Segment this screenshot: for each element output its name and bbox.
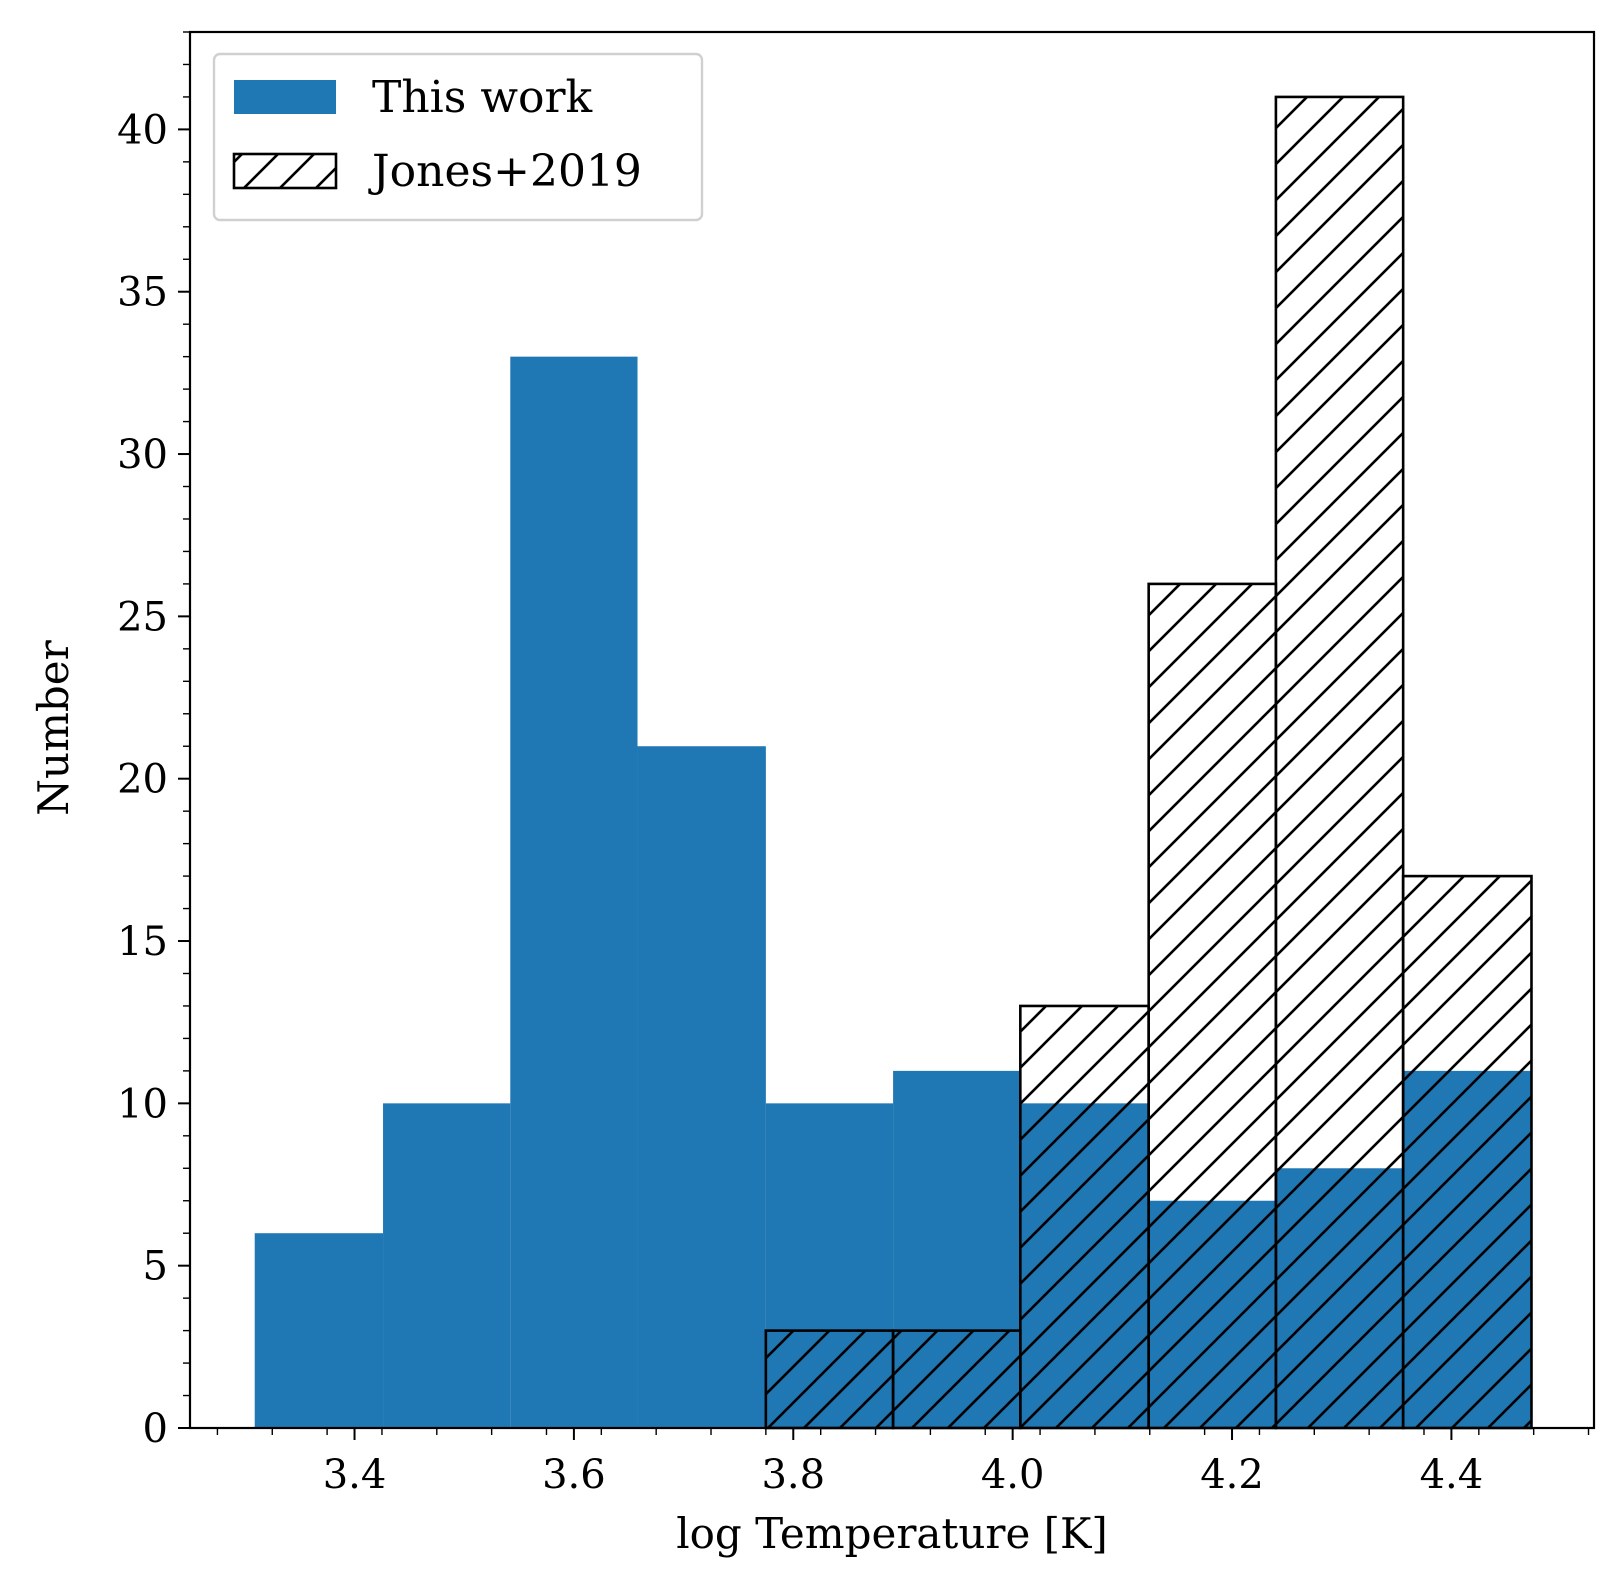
legend-label-this-work: This work (372, 72, 593, 123)
y-tick-label-4: 20 (117, 757, 168, 803)
x-tick-label-3: 4.0 (981, 1452, 1045, 1498)
bar-jones2019-6 (1019, 1004, 1150, 1430)
bar-this-work-0 (254, 1233, 384, 1428)
x-tick-label-4: 4.2 (1200, 1452, 1264, 1498)
plot-frame (188, 30, 1596, 1430)
x-axis-label: log Temperature [K] (676, 1509, 1108, 1558)
bar-this-work-1 (383, 1103, 511, 1428)
bar-jones2019-4 (764, 1329, 895, 1430)
y-tick-label-6: 30 (117, 432, 168, 478)
y-tick-label-2: 10 (117, 1081, 168, 1127)
legend-label-jones2019: Jones+2019 (368, 146, 642, 197)
bar-jones2019-9 (1401, 874, 1533, 1430)
bar-jones2019-5 (891, 1329, 1022, 1430)
y-tick-label-7: 35 (117, 270, 168, 316)
y-tick-label-3: 15 (117, 919, 168, 965)
x-tick-label-1: 3.6 (542, 1452, 606, 1498)
y-tick-label-5: 25 (117, 594, 168, 640)
bar-this-work-3 (637, 746, 766, 1428)
y-tick-label-8: 40 (117, 107, 168, 153)
bar-this-work-2 (510, 356, 638, 1429)
legend-swatch-jones2019 (232, 152, 338, 190)
x-tick-label-5: 4.4 (1420, 1452, 1484, 1498)
legend-swatch-this-work (234, 80, 336, 114)
x-tick-label-0: 3.4 (323, 1452, 387, 1498)
bar-jones2019-7 (1147, 582, 1278, 1430)
bar-jones2019-8 (1274, 95, 1405, 1430)
y-tick-label-1: 5 (143, 1244, 168, 1290)
x-tick-label-2: 3.8 (761, 1452, 825, 1498)
y-tick-label-0: 0 (143, 1406, 168, 1452)
y-axis-label: Number (29, 639, 78, 815)
